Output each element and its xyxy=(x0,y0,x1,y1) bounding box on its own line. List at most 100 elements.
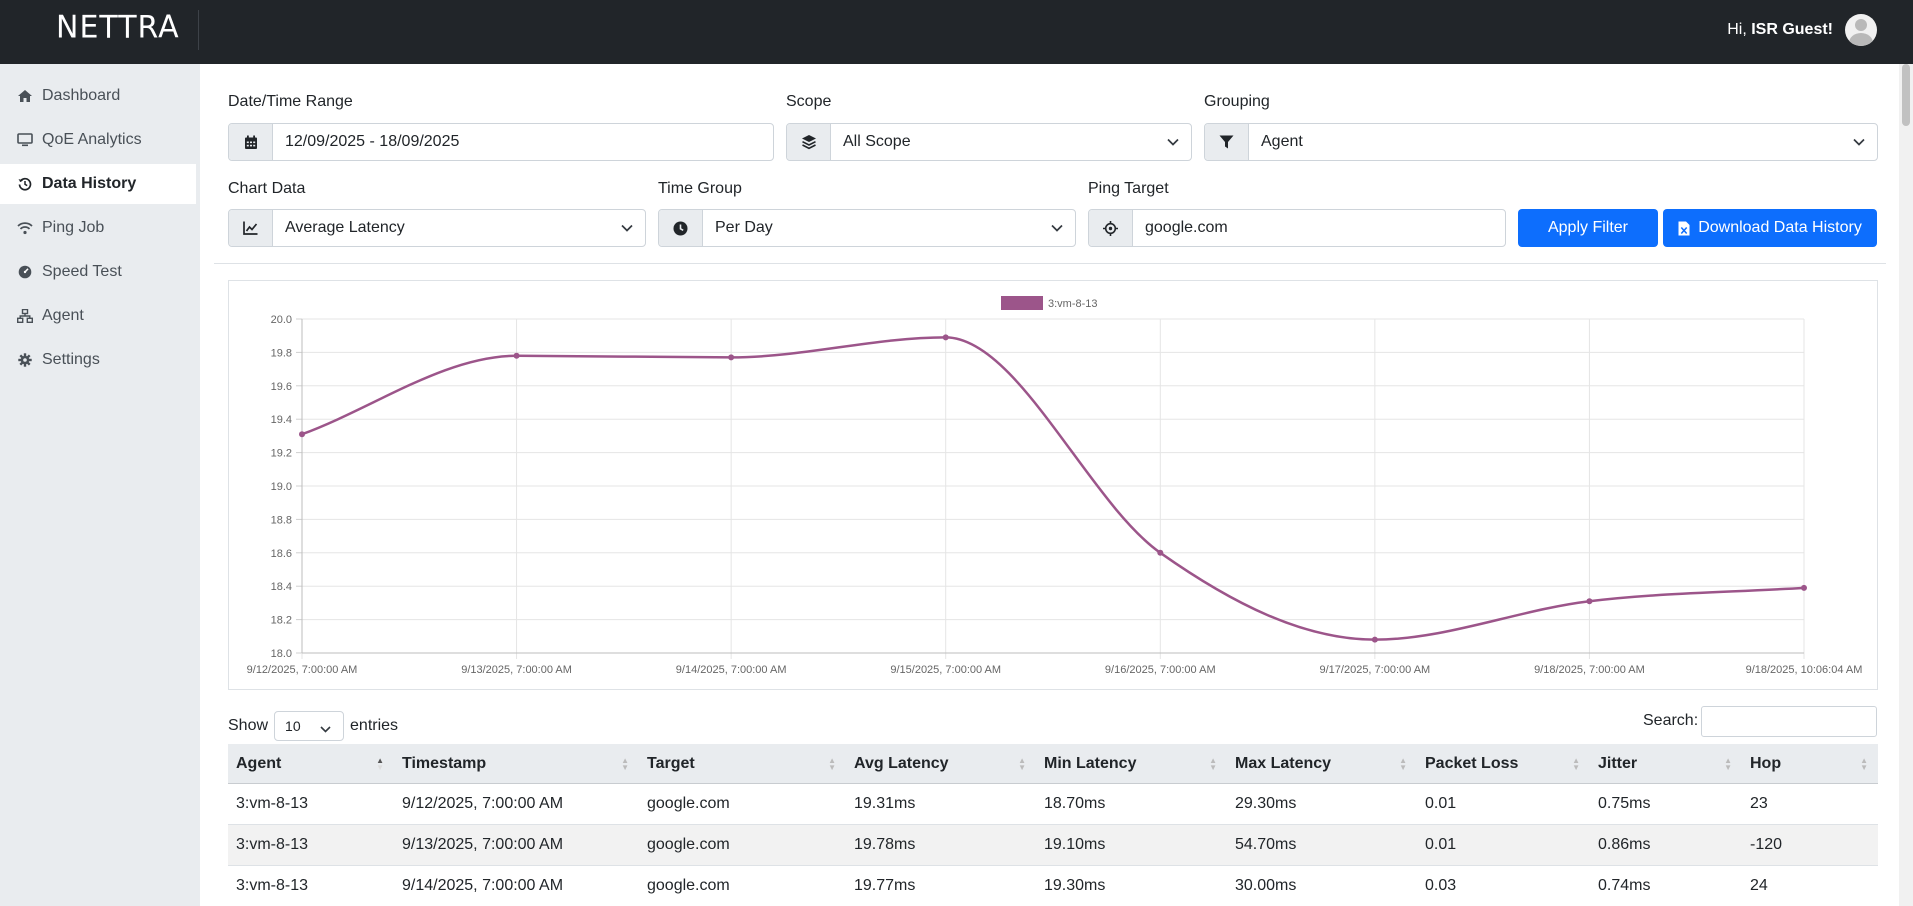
time-group-select[interactable]: Per Day xyxy=(658,209,1076,247)
table-search-input[interactable] xyxy=(1701,706,1877,737)
clock-icon xyxy=(659,210,703,246)
column-header[interactable]: Hop ▲ ▼ xyxy=(1742,744,1878,783)
page-length-select[interactable]: 10 xyxy=(274,711,345,741)
app-logo[interactable]: NETTRA xyxy=(56,9,180,46)
column-header-label: Min Latency xyxy=(1044,754,1137,772)
y-tick-label: 19.8 xyxy=(271,347,292,359)
data-point[interactable] xyxy=(1157,549,1164,556)
apply-filter-button[interactable]: Apply Filter xyxy=(1518,209,1658,247)
table-cell: 29.30ms xyxy=(1235,795,1297,812)
greeting-prefix: Hi, xyxy=(1727,21,1752,38)
page-length-control: Show 10 entries xyxy=(228,711,398,741)
date-range-label: Date/Time Range xyxy=(228,93,353,110)
monitor-icon xyxy=(16,131,34,149)
table-cell: 0.74ms xyxy=(1598,877,1651,894)
column-header[interactable]: Avg Latency ▲ ▼ xyxy=(846,744,1036,783)
column-header[interactable]: Target ▲ ▼ xyxy=(639,744,846,783)
column-header-label: Timestamp xyxy=(402,754,487,772)
ping-target-value: google.com xyxy=(1145,219,1228,236)
x-tick-label: 9/15/2025, 7:00:00 AM xyxy=(890,664,1001,676)
show-label: Show xyxy=(228,717,269,734)
ping-target-input[interactable]: google.com xyxy=(1088,209,1506,247)
sidebar: Dashboard QoE Analytics Data History Pin… xyxy=(0,64,200,906)
sidebar-item-settings[interactable]: Settings xyxy=(0,340,196,380)
column-header[interactable]: Agent ▲ ▼ xyxy=(228,744,394,783)
date-range-input[interactable]: 12/09/2025 - 18/09/2025 xyxy=(228,123,774,161)
sidebar-item-label: Settings xyxy=(42,351,100,368)
table-cell: 9/14/2025, 7:00:00 AM xyxy=(402,877,564,894)
data-point[interactable] xyxy=(299,431,305,438)
scrollbar-thumb[interactable] xyxy=(1902,64,1910,126)
grouping-label: Grouping xyxy=(1204,93,1270,110)
table-row: 3:vm-8-13 9/12/2025, 7:00:00 AM google.com… xyxy=(228,784,1878,825)
time-group-label: Time Group xyxy=(658,180,742,197)
page-scrollbar[interactable] xyxy=(1899,64,1913,906)
chart-data-select[interactable]: Average Latency xyxy=(228,209,646,247)
crosshair-icon xyxy=(1089,210,1133,246)
filter-icon xyxy=(1205,124,1249,160)
sidebar-item-agent[interactable]: Agent xyxy=(0,296,196,336)
table-cell: 9/13/2025, 7:00:00 AM xyxy=(402,836,564,853)
x-tick-label: 9/17/2025, 7:00:00 AM xyxy=(1320,664,1431,676)
column-header-label: Agent xyxy=(236,754,282,772)
table-cell: 0.86ms xyxy=(1598,836,1651,853)
data-point[interactable] xyxy=(942,334,949,341)
chart-data-label: Chart Data xyxy=(228,180,306,197)
y-tick-label: 18.4 xyxy=(271,581,292,593)
sitemap-icon xyxy=(16,307,34,325)
column-header[interactable]: Packet Loss ▲ ▼ xyxy=(1417,744,1590,783)
sidebar-item-ping-job[interactable]: Ping Job xyxy=(0,208,196,248)
column-header[interactable]: Min Latency ▲ ▼ xyxy=(1036,744,1227,783)
grouping-select[interactable]: Agent xyxy=(1204,123,1878,161)
table-cell: -120 xyxy=(1750,836,1783,853)
y-tick-label: 18.8 xyxy=(271,514,292,526)
data-point[interactable] xyxy=(1801,584,1807,591)
date-range-value: 12/09/2025 - 18/09/2025 xyxy=(285,133,460,150)
x-tick-label: 9/18/2025, 10:06:04 AM xyxy=(1746,664,1863,676)
data-point[interactable] xyxy=(728,354,735,361)
column-header-label: Max Latency xyxy=(1235,754,1332,772)
table-cell: 19.31ms xyxy=(854,795,916,812)
table-cell: 0.01 xyxy=(1425,836,1457,853)
table-cell: 19.77ms xyxy=(854,877,916,894)
sidebar-item-label: Agent xyxy=(42,307,84,324)
y-tick-label: 20.0 xyxy=(271,314,292,326)
column-header-label: Jitter xyxy=(1598,754,1638,772)
user-avatar-icon[interactable] xyxy=(1845,14,1877,46)
sort-icon: ▲ ▼ xyxy=(1018,756,1026,772)
scope-select[interactable]: All Scope xyxy=(786,123,1192,161)
gauge-icon xyxy=(16,263,34,281)
column-header[interactable]: Max Latency ▲ ▼ xyxy=(1227,744,1417,783)
filters-divider xyxy=(214,263,1886,264)
data-point[interactable] xyxy=(1371,636,1378,643)
chevron-down-icon xyxy=(320,720,331,736)
column-header[interactable]: Timestamp ▲ ▼ xyxy=(394,744,639,783)
table-cell: 19.78ms xyxy=(854,836,916,853)
x-tick-label: 9/18/2025, 7:00:00 AM xyxy=(1534,664,1645,676)
legend-swatch[interactable] xyxy=(1001,296,1043,310)
chevron-down-icon xyxy=(1841,124,1877,160)
sidebar-item-qoe-analytics[interactable]: QoE Analytics xyxy=(0,120,196,160)
grouping-value: Agent xyxy=(1261,133,1303,150)
chart-line-icon xyxy=(229,210,273,246)
sidebar-item-data-history[interactable]: Data History xyxy=(0,164,196,204)
data-point[interactable] xyxy=(1586,598,1593,605)
user-greeting[interactable]: Hi, ISR Guest! xyxy=(1727,21,1833,39)
entries-label: entries xyxy=(350,717,399,734)
sidebar-item-speed-test[interactable]: Speed Test xyxy=(0,252,196,292)
x-tick-label: 9/12/2025, 7:00:00 AM xyxy=(247,664,358,676)
legend-label[interactable]: 3:vm-8-13 xyxy=(1048,298,1098,310)
sidebar-item-dashboard[interactable]: Dashboard xyxy=(0,76,196,116)
table-cell: 0.01 xyxy=(1425,795,1457,812)
y-tick-label: 19.6 xyxy=(271,381,292,393)
download-data-history-button[interactable]: Download Data History xyxy=(1663,209,1877,247)
column-header[interactable]: Jitter ▲ ▼ xyxy=(1590,744,1742,783)
sidebar-item-label: Dashboard xyxy=(42,87,121,104)
latency-chart: 20.0 19.8 19.6 19.4 19.2 19.0 18.8 18.6 18.4 18.2… xyxy=(228,280,1878,690)
table-cell: 24 xyxy=(1750,877,1768,894)
column-header-label: Avg Latency xyxy=(854,754,949,772)
data-point[interactable] xyxy=(513,352,520,359)
history-icon xyxy=(16,175,34,193)
sort-icon: ▲ ▼ xyxy=(1399,756,1407,772)
table-row: 3:vm-8-13 9/13/2025, 7:00:00 AM google.com… xyxy=(228,825,1878,866)
